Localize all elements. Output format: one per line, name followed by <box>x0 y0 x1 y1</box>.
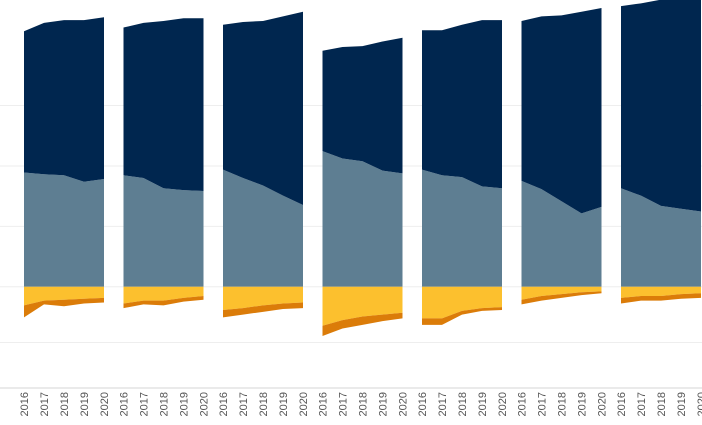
x-tick-label: 2018 <box>557 392 569 416</box>
x-tick-label: 2016 <box>218 392 230 416</box>
x-tick-label: 2016 <box>19 392 31 416</box>
x-tick-label: 2019 <box>378 392 390 416</box>
panel-6 <box>521 8 602 305</box>
area-top-layer <box>223 11 303 205</box>
area-negative-inner <box>322 286 403 326</box>
x-tick-label: 2020 <box>497 392 509 416</box>
x-tick-label: 2019 <box>278 392 290 416</box>
area-negative-inner <box>123 286 204 304</box>
area-top-layer <box>123 18 204 192</box>
panel-5 <box>422 20 502 325</box>
panel-1 <box>24 17 104 318</box>
x-tick-label: 2019 <box>676 392 688 416</box>
area-negative-inner <box>24 286 104 306</box>
x-tick-label: 2017 <box>636 392 648 416</box>
x-tick-label: 2017 <box>437 392 449 416</box>
area-negative-inner <box>621 286 701 298</box>
x-tick-label: 2017 <box>338 392 350 416</box>
x-tick-label: 2020 <box>597 392 609 416</box>
x-tick-label: 2016 <box>417 392 429 416</box>
stacked-area-panels <box>24 0 701 336</box>
area-mid-layer <box>223 169 303 287</box>
area-negative-inner <box>521 286 602 300</box>
area-negative-inner <box>223 286 303 310</box>
area-top-layer <box>621 0 701 212</box>
area-negative-outer <box>521 291 602 305</box>
area-mid-layer <box>123 175 204 287</box>
x-tick-label: 2017 <box>537 392 549 416</box>
x-tick-label: 2019 <box>179 392 191 416</box>
x-tick-label: 2019 <box>79 392 91 416</box>
x-tick-label: 2018 <box>656 392 668 416</box>
area-negative-outer <box>621 293 701 304</box>
x-tick-label: 2016 <box>616 392 628 416</box>
x-tick-label: 2018 <box>457 392 469 416</box>
area-mid-layer <box>322 151 403 287</box>
area-top-layer <box>322 37 403 174</box>
x-tick-label: 2016 <box>517 392 529 416</box>
area-negative-inner <box>422 286 502 319</box>
x-tick-label: 2020 <box>99 392 111 416</box>
x-tick-label: 2018 <box>258 392 270 416</box>
x-tick-label: 2019 <box>577 392 589 416</box>
area-negative-outer <box>322 312 403 336</box>
x-tick-label: 2018 <box>358 392 370 416</box>
x-tick-label: 2018 <box>159 392 171 416</box>
area-mid-layer <box>521 180 602 287</box>
panel-7 <box>621 0 701 304</box>
x-tick-label: 2016 <box>318 392 330 416</box>
x-tick-label: 2020 <box>298 392 310 416</box>
x-tick-label: 2017 <box>238 392 250 416</box>
area-mid-layer <box>24 172 104 287</box>
x-tick-label: 2020 <box>696 392 702 416</box>
area-negative-outer <box>24 297 104 318</box>
panel-4 <box>322 37 403 336</box>
area-top-layer <box>521 8 602 214</box>
x-tick-label: 2016 <box>119 392 131 416</box>
x-tick-label: 2020 <box>398 392 410 416</box>
area-negative-outer <box>123 296 204 309</box>
x-tick-label: 2019 <box>477 392 489 416</box>
x-tick-label: 2018 <box>59 392 71 416</box>
panel-3 <box>223 11 303 318</box>
area-negative-outer <box>422 307 502 325</box>
area-top-layer <box>422 20 502 189</box>
panel-2 <box>123 18 204 309</box>
x-tick-label: 2020 <box>199 392 211 416</box>
x-tick-labels: 2016 2017 2018 2019 2020 2016 2017 2018 2019 2020… <box>19 392 702 416</box>
area-negative-outer <box>223 302 303 318</box>
x-tick-label: 2017 <box>139 392 151 416</box>
area-top-layer <box>24 17 104 182</box>
x-tick-label: 2017 <box>39 392 51 416</box>
area-mid-layer <box>422 169 502 287</box>
area-mid-layer <box>621 188 701 287</box>
